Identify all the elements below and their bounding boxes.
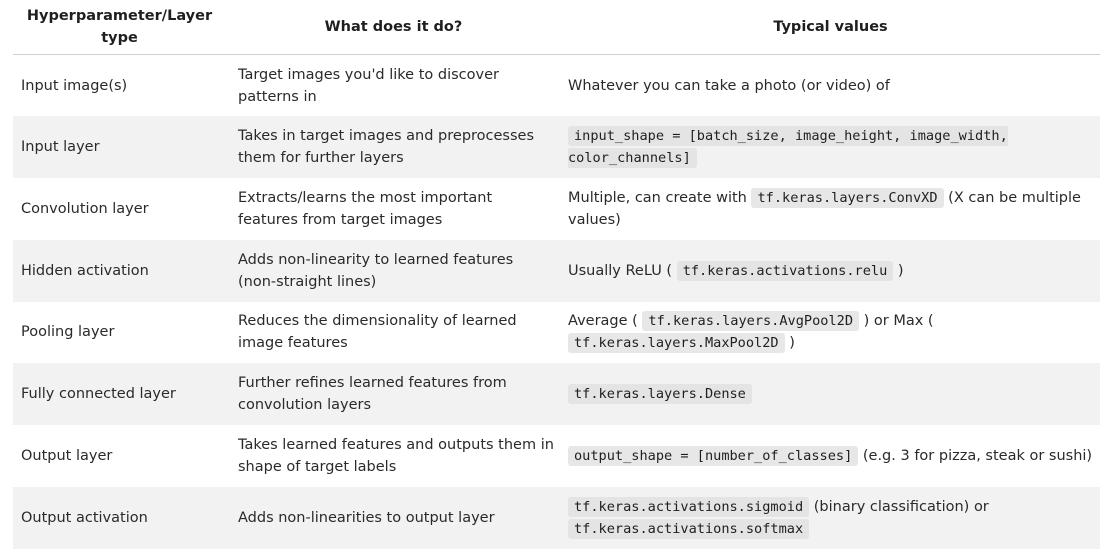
row-typical-values: Multiple, can create with tf.keras.layer… (561, 178, 1100, 240)
typical-text: ) (893, 262, 904, 279)
typical-text: (X can be multiple values) (568, 189, 1081, 228)
typical-text: Whatever you can take a photo (or video)… (568, 77, 890, 94)
code-snippet: input_shape = [batch_size, image_height,… (568, 126, 1008, 169)
code-snippet: tf.keras.activations.softmax (568, 518, 810, 539)
row-layer-type: Pooling layer (21, 324, 115, 341)
header-layer-type: Hyperparameter/Layer type (13, 0, 226, 55)
row-typical-values: tf.keras.activations.sigmoid (binary cla… (561, 487, 1100, 549)
hyperparameter-table: Hyperparameter/Layer type What does it d… (13, 0, 1100, 549)
row-layer-type: Output layer (21, 447, 113, 464)
row-description: Takes in target images and preprocesses … (238, 128, 535, 167)
row-layer-type: Input image(s) (21, 77, 128, 94)
typical-text: ) or Max ( (859, 313, 934, 330)
row-layer-type: Input layer (21, 139, 100, 156)
typical-text: Multiple, can create with (568, 189, 752, 206)
table-row: Input layer Takes in target images and p… (13, 116, 1100, 178)
table-row: Convolution layer Extracts/learns the mo… (13, 178, 1100, 240)
header-what-it-does: What does it do? (226, 0, 561, 55)
code-snippet: output_shape = [number_of_classes] (568, 445, 859, 466)
row-layer-type: Fully connected layer (21, 386, 176, 403)
row-description: Extracts/learns the most important featu… (238, 189, 493, 228)
table-row: Output activation Adds non-linearities t… (13, 486, 1100, 549)
typical-text: (e.g. 3 for pizza, steak or sushi) (858, 447, 1093, 464)
typical-text: Average ( (568, 313, 643, 330)
table-body: Input image(s) Target images you'd like … (13, 55, 1100, 549)
header-typical-values: Typical values (561, 0, 1100, 55)
row-description: Adds non-linearities to output layer (238, 509, 495, 526)
typical-text: Usually ReLU ( (568, 262, 677, 279)
code-snippet: tf.keras.activations.sigmoid (568, 496, 810, 517)
row-typical-values: tf.keras.layers.Dense (561, 363, 1100, 425)
row-typical-values: Usually ReLU ( tf.keras.activations.relu… (561, 240, 1100, 302)
row-typical-values: input_shape = [batch_size, image_height,… (561, 116, 1100, 178)
typical-text: ) (784, 335, 795, 352)
row-description: Adds non-linearity to learned features (… (238, 251, 514, 290)
code-snippet: tf.keras.activations.relu (676, 260, 894, 281)
row-layer-type: Output activation (21, 509, 148, 526)
row-typical-values: output_shape = [number_of_classes] (e.g.… (561, 425, 1100, 487)
row-layer-type: Convolution layer (21, 200, 149, 217)
row-description: Target images you'd like to discover pat… (238, 66, 499, 105)
table-row: Input image(s) Target images you'd like … (13, 55, 1100, 117)
code-snippet: tf.keras.layers.MaxPool2D (568, 333, 785, 354)
row-typical-values: Whatever you can take a photo (or video)… (561, 55, 1100, 117)
row-description: Reduces the dimensionality of learned im… (238, 313, 517, 352)
row-description: Takes learned features and outputs them … (238, 436, 554, 475)
header-row: Hyperparameter/Layer type What does it d… (13, 0, 1100, 55)
row-typical-values: Average ( tf.keras.layers.AvgPool2D ) or… (561, 302, 1100, 364)
table-row: Pooling layer Reduces the dimensionality… (13, 302, 1100, 364)
table-header: Hyperparameter/Layer type What does it d… (13, 0, 1100, 55)
table-row: Hidden activation Adds non-linearity to … (13, 239, 1100, 302)
code-snippet: tf.keras.layers.AvgPool2D (642, 311, 860, 332)
row-description: Further refines learned features from co… (238, 375, 507, 414)
typical-text: (binary classification) or (809, 498, 989, 515)
code-snippet: tf.keras.layers.Dense (568, 384, 752, 405)
table-row: Output layer Takes learned features and … (13, 425, 1100, 487)
code-snippet: tf.keras.layers.ConvXD (751, 187, 944, 208)
row-layer-type: Hidden activation (21, 262, 149, 279)
table-row: Fully connected layer Further refines le… (13, 363, 1100, 425)
